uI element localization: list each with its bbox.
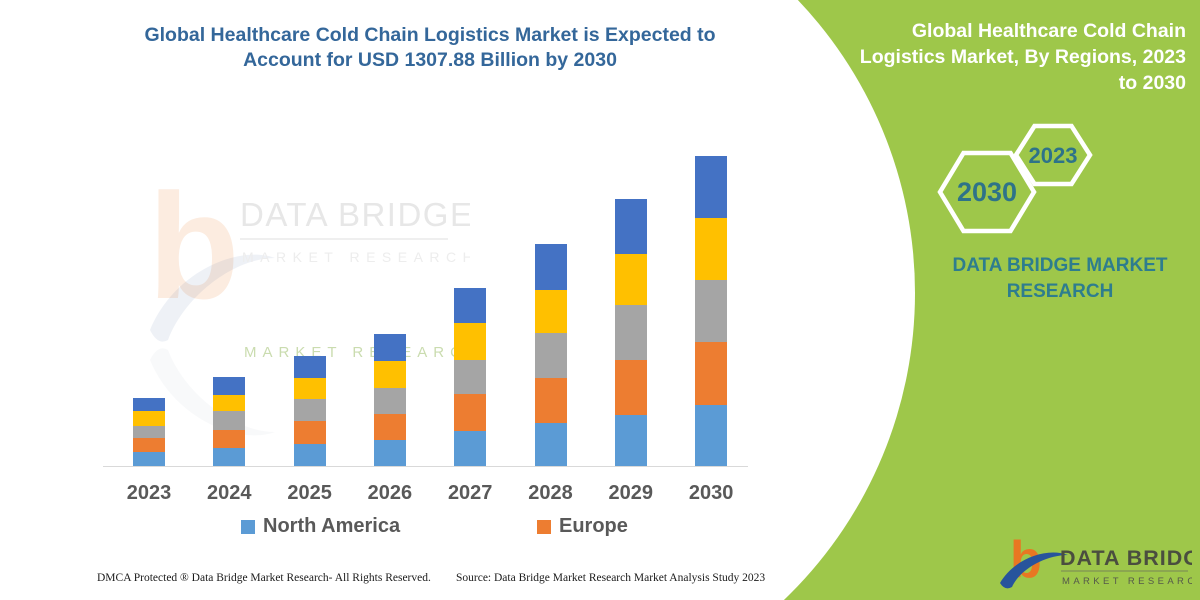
hexagon-2023-icon: [1013, 123, 1093, 187]
x-axis-label-2027: 2027: [447, 482, 493, 504]
bar-segment-2025-unlabeled-region-yellow: [293, 377, 326, 400]
bar-segment-2027-europe: [454, 394, 487, 431]
logo-brand-text: DATA BRIDGE: [1060, 546, 1192, 570]
bar-segment-2024-europe: [213, 430, 246, 448]
bar-segment-2023-unlabeled-region-gray: [133, 425, 165, 438]
bar-segment-2028-unlabeled-region-darkblue: [534, 244, 567, 291]
logo-sub-text: MARKET RESEARCH: [1062, 576, 1192, 587]
bar-segment-2027-unlabeled-region-yellow: [454, 322, 487, 360]
bar-segment-2026-north-america: [373, 440, 406, 466]
bar-segment-2029-unlabeled-region-yellow: [614, 254, 647, 306]
bar-segment-2029-north-america: [614, 414, 647, 466]
bar-segment-2023-unlabeled-region-yellow: [133, 410, 165, 426]
legend-swatch-europe: [537, 519, 551, 534]
chart-title: Global Healthcare Cold Chain Logistics M…: [120, 23, 740, 73]
panel-title-line1: Global Healthcare Cold Chain: [911, 20, 1186, 42]
bar-segment-2030-north-america: [695, 405, 728, 466]
legend-item-europe: Europe: [537, 515, 628, 538]
x-axis-label-2023: 2023: [126, 482, 172, 504]
panel-title-line2: Logistics Market, By Regions, 2023: [859, 46, 1186, 68]
x-axis-label-2029: 2029: [608, 482, 654, 504]
legend-item-north-america: North America: [241, 515, 400, 538]
bar-segment-2028-north-america: [534, 422, 567, 466]
bar-segment-2028-unlabeled-region-gray: [534, 332, 567, 378]
bar-segment-2030-europe: [695, 341, 728, 406]
bar-segment-2028-unlabeled-region-yellow: [534, 290, 567, 333]
bar-segment-2024-unlabeled-region-yellow: [213, 395, 246, 411]
logo-swoosh-icon: [1000, 552, 1068, 589]
bar-segment-2023-europe: [133, 437, 165, 452]
bar-segment-2027-unlabeled-region-gray: [454, 360, 487, 395]
footer-dmca-text: DMCA Protected ® Data Bridge Market Rese…: [97, 572, 431, 584]
hexagon-2023-label: 2023: [1029, 143, 1078, 168]
bar-segment-2027-unlabeled-region-darkblue: [454, 287, 487, 323]
x-axis-label-2030: 2030: [688, 482, 734, 504]
bar-segment-2027-north-america: [454, 430, 487, 466]
bar-segment-2029-unlabeled-region-gray: [614, 305, 647, 361]
bar-segment-2025-europe: [293, 420, 326, 445]
bar-segment-2029-unlabeled-region-darkblue: [614, 199, 647, 255]
panel-brand-line2: RESEARCH: [1006, 281, 1114, 302]
legend-label-north-america: North America: [263, 515, 401, 537]
bar-segment-2025-north-america: [293, 444, 326, 466]
hexagon-2030-icon: [937, 150, 1037, 234]
bar-segment-2024-unlabeled-region-darkblue: [213, 377, 246, 395]
bar-segment-2028-europe: [534, 377, 567, 423]
bar-segment-2026-unlabeled-region-yellow: [373, 360, 406, 388]
year-hexagons: 2030 2023: [937, 123, 1093, 234]
bar-segment-2025-unlabeled-region-darkblue: [293, 355, 326, 378]
legend-swatch-north-america: [241, 519, 255, 534]
bar-segment-2030-unlabeled-region-gray: [695, 279, 728, 342]
chart-title-line2: Account for USD 1307.88 Billion by 2030: [243, 49, 617, 71]
x-axis-label-2025: 2025: [287, 482, 332, 504]
x-axis-label-2026: 2026: [367, 482, 413, 504]
bar-segment-2026-unlabeled-region-darkblue: [373, 333, 406, 361]
x-axis-label-2028: 2028: [528, 482, 573, 504]
panel-brand-line1: DATA BRIDGE MARKET: [952, 255, 1168, 276]
bar-segment-2023-north-america: [133, 451, 165, 466]
bar-segment-2030-unlabeled-region-darkblue: [695, 156, 728, 218]
panel-title: Global Healthcare Cold Chain Logistics M…: [841, 18, 1186, 96]
bar-segment-2024-north-america: [213, 448, 246, 466]
bar-segment-2025-unlabeled-region-gray: [293, 399, 326, 421]
x-axis-label-2024: 2024: [207, 482, 252, 504]
bar-segment-2026-europe: [373, 414, 406, 441]
hexagon-2030-label: 2030: [957, 177, 1017, 207]
panel-brand-text: DATA BRIDGE MARKET RESEARCH: [930, 253, 1190, 305]
panel-title-line3: to 2030: [1118, 72, 1186, 94]
bar-segment-2030-unlabeled-region-yellow: [695, 218, 728, 280]
x-axis-line: [103, 466, 748, 467]
databridge-logo: b DATA BRIDGE MARKET RESEARCH: [1000, 531, 1192, 589]
bar-segment-2023-unlabeled-region-darkblue: [133, 397, 165, 411]
footer-source-text: Source: Data Bridge Market Research Mark…: [456, 572, 766, 584]
bar-segment-2026-unlabeled-region-gray: [373, 387, 406, 415]
chart-title-line1: Global Healthcare Cold Chain Logistics M…: [144, 24, 716, 46]
bar-segment-2029-europe: [614, 360, 647, 415]
legend-label-europe: Europe: [559, 515, 628, 537]
bar-segment-2024-unlabeled-region-gray: [213, 411, 246, 430]
